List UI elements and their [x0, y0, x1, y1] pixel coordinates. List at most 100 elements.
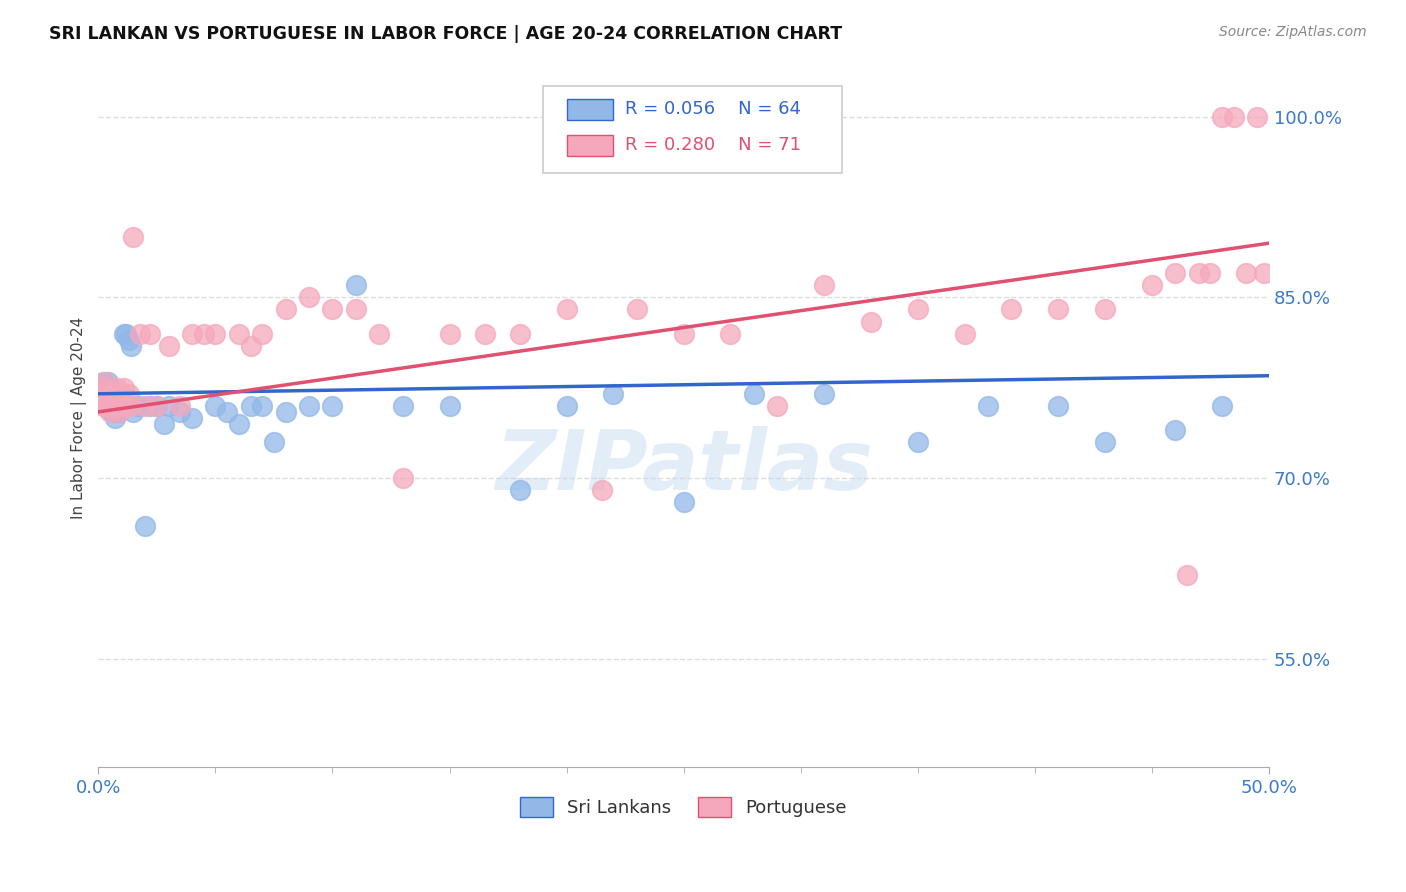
Sri Lankans [105, 392, 128, 407]
Text: R = 0.056    N = 64: R = 0.056 N = 64 [626, 100, 801, 118]
Sri Lankans [602, 386, 624, 401]
Sri Lankans [181, 410, 204, 425]
Sri Lankans [111, 386, 134, 401]
Portuguese [474, 326, 496, 341]
Portuguese [204, 326, 226, 341]
Sri Lankans [1211, 399, 1233, 413]
Sri Lankans [98, 392, 121, 407]
Sri Lankans [118, 333, 141, 347]
Portuguese [252, 326, 274, 341]
Portuguese [1047, 302, 1070, 317]
Sri Lankans [94, 392, 117, 407]
Sri Lankans [120, 338, 142, 352]
Sri Lankans [97, 386, 120, 401]
Sri Lankans [129, 399, 152, 413]
Sri Lankans [204, 399, 226, 413]
Portuguese [766, 399, 789, 413]
Sri Lankans [101, 399, 124, 413]
Sri Lankans [101, 386, 124, 401]
Sri Lankans [813, 386, 835, 401]
Sri Lankans [321, 399, 343, 413]
Portuguese [509, 326, 531, 341]
Portuguese [122, 230, 145, 244]
Sri Lankans [139, 399, 162, 413]
Sri Lankans [108, 405, 131, 419]
Portuguese [672, 326, 695, 341]
Portuguese [169, 399, 191, 413]
Sri Lankans [228, 417, 250, 431]
Portuguese [1223, 110, 1246, 124]
Text: R = 0.280    N = 71: R = 0.280 N = 71 [626, 136, 801, 154]
Portuguese [1253, 266, 1275, 280]
Sri Lankans [153, 417, 176, 431]
Portuguese [1211, 110, 1233, 124]
Sri Lankans [97, 375, 120, 389]
Sri Lankans [217, 405, 239, 419]
Portuguese [115, 399, 138, 413]
Sri Lankans [907, 434, 929, 449]
Portuguese [97, 399, 120, 413]
Sri Lankans [104, 386, 127, 401]
Portuguese [274, 302, 297, 317]
Portuguese [91, 399, 114, 413]
Portuguese [98, 405, 121, 419]
Portuguese [90, 386, 112, 401]
Sri Lankans [169, 405, 191, 419]
Portuguese [108, 405, 131, 419]
Legend: Sri Lankans, Portuguese: Sri Lankans, Portuguese [513, 790, 855, 824]
Sri Lankans [555, 399, 578, 413]
Portuguese [101, 386, 124, 401]
Portuguese [813, 278, 835, 293]
Sri Lankans [1094, 434, 1116, 449]
Sri Lankans [672, 495, 695, 509]
Bar [567, 135, 613, 156]
Portuguese [139, 326, 162, 341]
Portuguese [626, 302, 648, 317]
Portuguese [720, 326, 742, 341]
Portuguese [193, 326, 215, 341]
Portuguese [118, 386, 141, 401]
Portuguese [1164, 266, 1187, 280]
Sri Lankans [97, 399, 120, 413]
Sri Lankans [111, 399, 134, 413]
Portuguese [239, 338, 262, 352]
Portuguese [108, 386, 131, 401]
Portuguese [321, 302, 343, 317]
Bar [567, 98, 613, 120]
Portuguese [101, 399, 124, 413]
Portuguese [120, 399, 142, 413]
Portuguese [368, 326, 391, 341]
Portuguese [1175, 567, 1198, 582]
Sri Lankans [91, 381, 114, 395]
Sri Lankans [105, 386, 128, 401]
Sri Lankans [239, 399, 262, 413]
Portuguese [859, 314, 882, 328]
Portuguese [129, 326, 152, 341]
Text: ZIPatlas: ZIPatlas [495, 426, 873, 508]
Sri Lankans [252, 399, 274, 413]
Sri Lankans [101, 405, 124, 419]
Sri Lankans [344, 278, 367, 293]
Y-axis label: In Labor Force | Age 20-24: In Labor Force | Age 20-24 [72, 317, 87, 519]
Sri Lankans [1164, 423, 1187, 437]
Sri Lankans [104, 399, 127, 413]
Sri Lankans [108, 399, 131, 413]
Sri Lankans [112, 326, 135, 341]
Portuguese [344, 302, 367, 317]
Sri Lankans [104, 410, 127, 425]
Sri Lankans [134, 519, 156, 533]
Portuguese [591, 483, 613, 498]
Portuguese [555, 302, 578, 317]
Sri Lankans [146, 399, 169, 413]
Sri Lankans [977, 399, 1000, 413]
Sri Lankans [94, 399, 117, 413]
Sri Lankans [157, 399, 180, 413]
FancyBboxPatch shape [543, 86, 842, 173]
Portuguese [1094, 302, 1116, 317]
Portuguese [1199, 266, 1222, 280]
Portuguese [181, 326, 204, 341]
Text: Source: ZipAtlas.com: Source: ZipAtlas.com [1219, 25, 1367, 39]
Portuguese [112, 381, 135, 395]
Sri Lankans [104, 399, 127, 413]
Sri Lankans [298, 399, 321, 413]
